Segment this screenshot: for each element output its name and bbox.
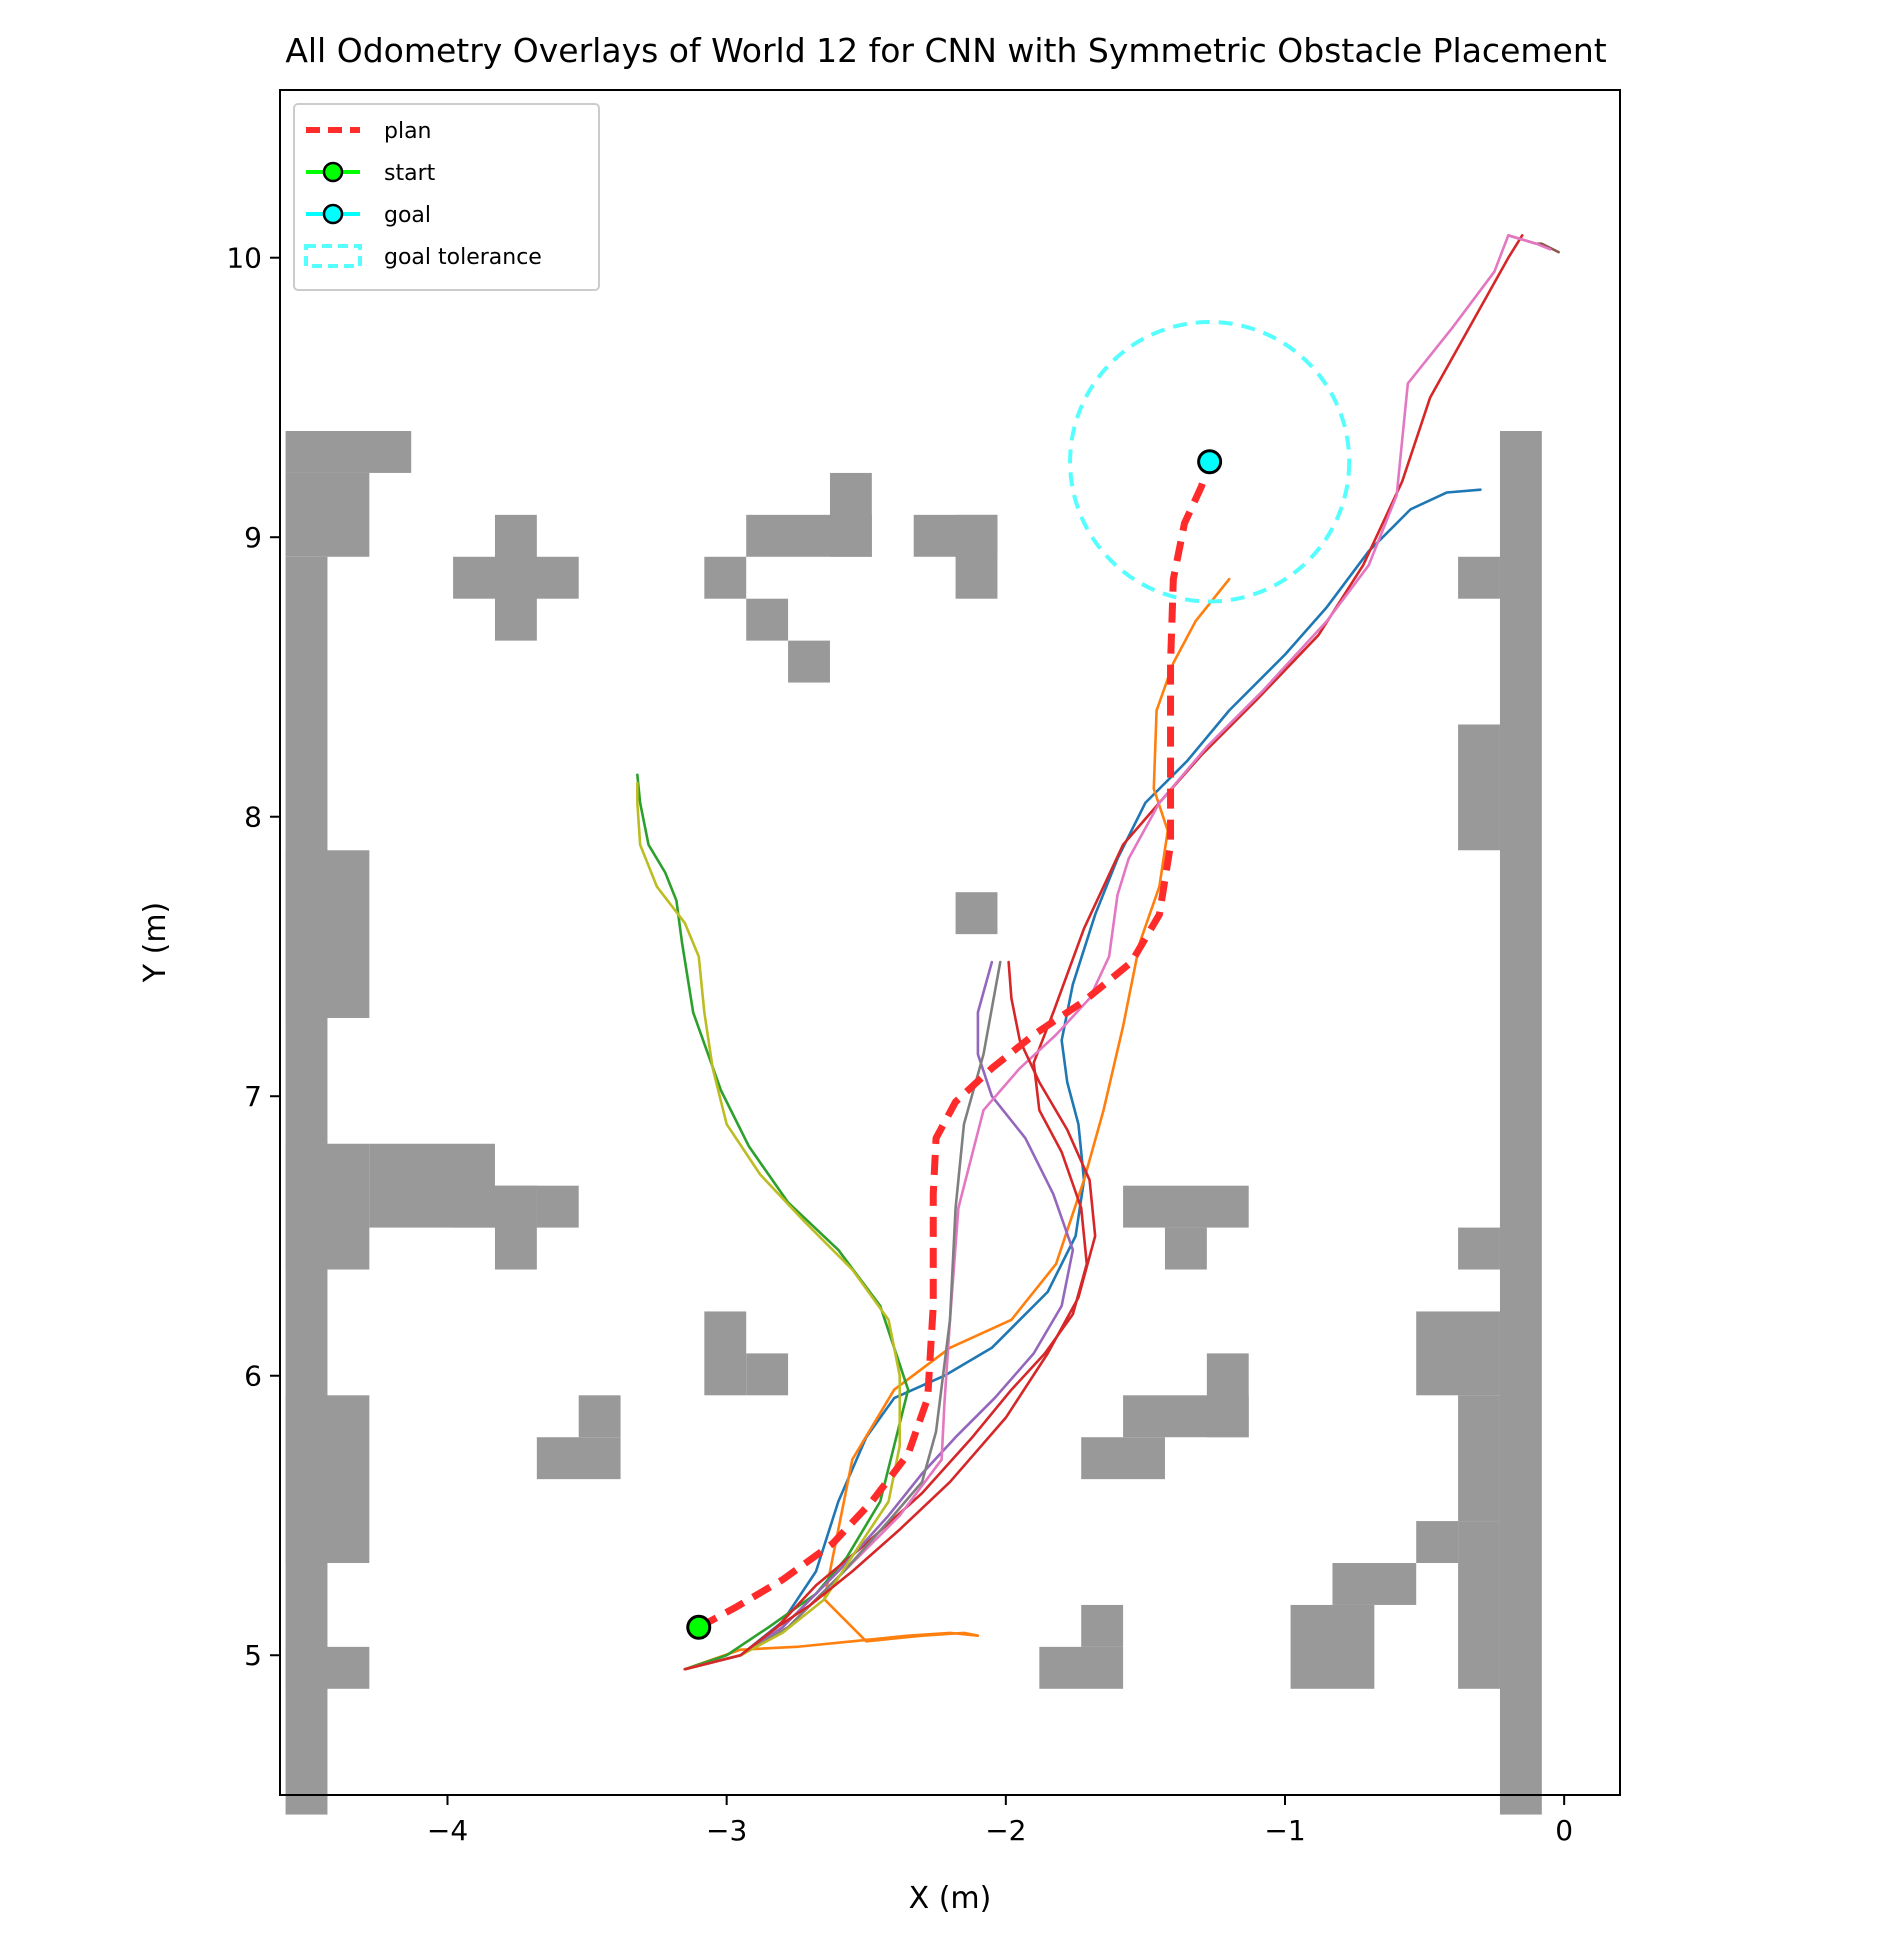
plan-path <box>697 460 1213 1631</box>
obstacle-cell <box>1039 1646 1124 1689</box>
obstacle-cell <box>285 1646 370 1689</box>
odometry-trajectory <box>636 781 902 1671</box>
obstacle-cell <box>1458 1521 1500 1689</box>
obstacle-cell <box>1081 1604 1124 1647</box>
goal-tolerance-circle <box>1068 319 1352 604</box>
obstacle-cell <box>285 1395 370 1564</box>
y-axis: 5 6 7 8 9 10 <box>226 242 280 1672</box>
obstacle-cell <box>1458 1395 1500 1522</box>
obstacle-cell <box>955 892 998 935</box>
legend: plan start goal goal tolerance <box>293 103 600 291</box>
y-axis-label: Y (m) <box>138 902 173 984</box>
obstacle-cell <box>746 1353 789 1396</box>
x-axis: −4 −3 −2 −1 0 <box>427 1795 1573 1847</box>
obstacle-cell <box>1458 724 1500 851</box>
obstacle-cell <box>1499 431 1542 1815</box>
obstacle-cell <box>1458 556 1500 599</box>
x-axis-label: X (m) <box>909 1881 992 1916</box>
obstacle-cell <box>1123 1185 1249 1228</box>
plan-layer <box>697 319 1352 1631</box>
obstacle-cell <box>285 472 370 557</box>
obstacle-cell <box>285 431 412 473</box>
obstacle-cell <box>955 514 998 599</box>
x-tick-label: −2 <box>985 1814 1026 1847</box>
obstacle-cell <box>285 1143 370 1270</box>
obstacle-cell <box>746 598 789 641</box>
marker-layer <box>686 449 1223 1640</box>
obstacle-cell <box>285 850 370 1018</box>
y-tick-label: 7 <box>244 1080 262 1113</box>
obstacle-cell <box>1164 1227 1207 1270</box>
y-tick-label: 8 <box>244 801 262 834</box>
odometry-trajectory <box>683 960 1097 1671</box>
y-tick-label: 10 <box>226 242 262 275</box>
legend-swatch-marker <box>322 161 344 183</box>
plot-frame <box>279 89 1621 1796</box>
obstacle-cell <box>494 514 537 641</box>
obstacle-cell <box>704 1311 747 1396</box>
obstacle-cell <box>536 1437 621 1480</box>
x-tick-label: −1 <box>1264 1814 1305 1847</box>
legend-box <box>293 103 600 291</box>
obstacle-cell <box>1416 1521 1459 1564</box>
obstacle-cell <box>1206 1353 1249 1438</box>
obstacle-cell <box>829 472 872 557</box>
y-tick-label: 9 <box>244 521 262 554</box>
goal-marker <box>1197 449 1223 475</box>
x-tick-label: −4 <box>427 1814 468 1847</box>
odometry-trajectory <box>683 234 1552 1671</box>
obstacle-layer <box>285 431 1542 1815</box>
odometry-trajectory <box>683 960 1002 1671</box>
x-tick-label: 0 <box>1555 1814 1573 1847</box>
legend-label: goal tolerance <box>384 245 542 270</box>
odometry-trajectory <box>683 960 1075 1671</box>
obstacle-cell <box>1081 1437 1165 1480</box>
obstacle-cell <box>536 1185 579 1228</box>
odometry-trajectory <box>683 234 1524 1671</box>
start-marker <box>686 1614 712 1640</box>
obstacle-cell <box>494 1185 537 1270</box>
trajectory-layer <box>636 234 1560 1671</box>
odometry-trajectory <box>683 577 1231 1671</box>
obstacle-cell <box>578 1395 621 1438</box>
obstacle-cell <box>788 640 830 683</box>
obstacle-cell <box>1458 1227 1500 1270</box>
legend-label: goal <box>384 203 431 228</box>
obstacle-cell <box>1416 1311 1500 1396</box>
legend-label: plan <box>384 119 432 144</box>
legend-swatch-marker <box>322 203 344 225</box>
y-tick-label: 6 <box>244 1360 262 1393</box>
chart-title: All Odometry Overlays of World 12 for CN… <box>285 31 1606 70</box>
y-tick-label: 5 <box>244 1639 262 1672</box>
x-tick-label: −3 <box>706 1814 747 1847</box>
legend-label: start <box>384 161 436 186</box>
legend-swatch-tolerance <box>304 244 362 268</box>
obstacle-cell <box>1290 1604 1375 1689</box>
obstacle-cell <box>1332 1563 1417 1605</box>
obstacle-cell <box>704 556 747 599</box>
